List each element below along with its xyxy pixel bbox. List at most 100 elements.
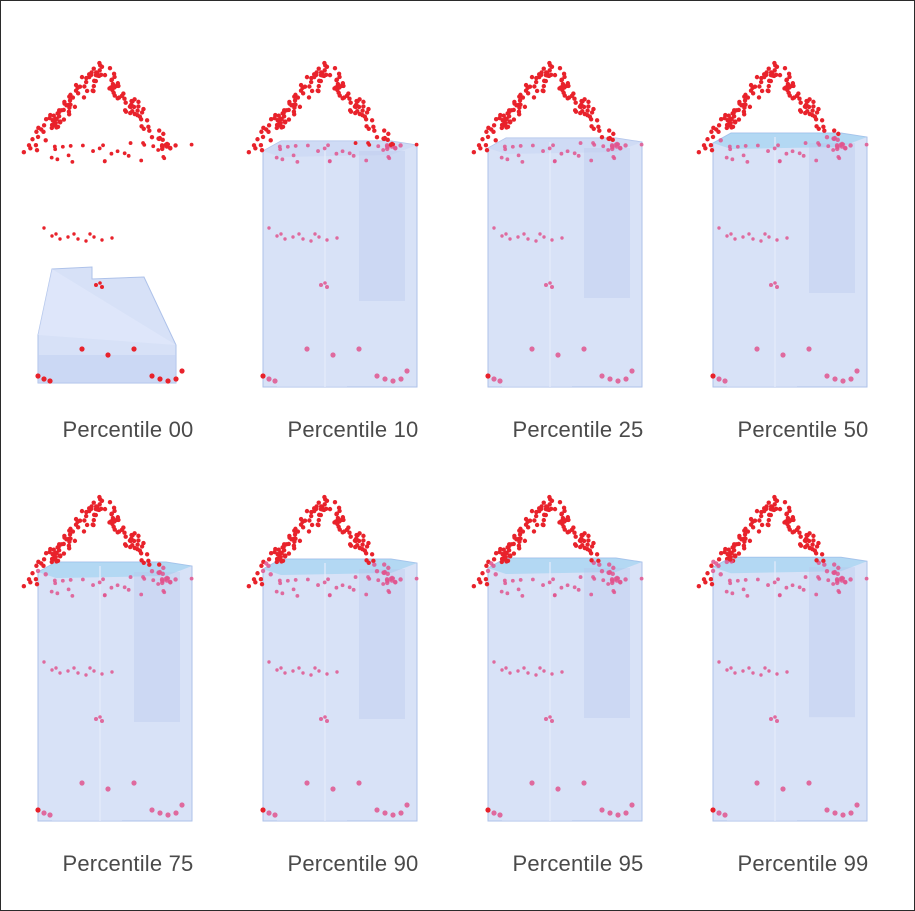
data-point xyxy=(591,575,595,579)
data-point xyxy=(61,107,66,113)
data-point xyxy=(340,530,345,535)
data-point xyxy=(709,563,714,568)
data-point xyxy=(696,583,702,589)
data-point xyxy=(264,127,269,132)
data-point xyxy=(819,118,825,123)
data-point xyxy=(814,158,819,163)
data-point xyxy=(268,551,274,556)
volume-inner-block xyxy=(502,283,572,387)
data-point xyxy=(141,575,145,579)
data-point xyxy=(548,715,552,719)
volume xyxy=(487,137,643,388)
data-point xyxy=(773,506,779,511)
data-point xyxy=(156,136,162,142)
data-point xyxy=(348,100,353,105)
data-point xyxy=(741,587,746,592)
data-point xyxy=(484,581,490,587)
data-point xyxy=(293,578,298,582)
data-point xyxy=(790,96,795,101)
data-point xyxy=(754,508,760,514)
data-point xyxy=(67,539,72,544)
data-point xyxy=(325,719,329,723)
data-point xyxy=(775,238,779,242)
data-point xyxy=(315,522,320,527)
data-point xyxy=(376,144,381,149)
data-point xyxy=(832,562,837,567)
data-point xyxy=(508,237,512,241)
data-point xyxy=(835,137,840,143)
data-point xyxy=(731,114,737,119)
data-point xyxy=(784,77,790,82)
data-point xyxy=(316,66,321,71)
data-point xyxy=(757,84,762,89)
data-point xyxy=(382,128,387,133)
data-point xyxy=(266,557,272,562)
data-point xyxy=(502,578,507,583)
data-point xyxy=(334,511,340,516)
data-point xyxy=(84,673,88,677)
data-point xyxy=(607,128,612,133)
data-point xyxy=(255,571,260,576)
data-point xyxy=(404,368,410,374)
data-point xyxy=(327,506,333,512)
data-point xyxy=(122,585,127,590)
data-point xyxy=(259,129,264,134)
data-point xyxy=(66,669,70,673)
data-point xyxy=(274,155,279,160)
data-point xyxy=(297,104,303,110)
data-point xyxy=(506,548,512,553)
data-point xyxy=(722,115,727,121)
data-point xyxy=(500,234,504,238)
data-point xyxy=(313,666,317,670)
data-point xyxy=(804,537,809,542)
data-point xyxy=(52,144,57,149)
data-point xyxy=(280,591,285,596)
data-point xyxy=(801,587,806,592)
data-point xyxy=(483,577,489,582)
data-point xyxy=(597,128,602,133)
data-point xyxy=(552,159,557,164)
data-point xyxy=(813,117,819,122)
data-point xyxy=(139,110,145,115)
data-point xyxy=(773,72,779,77)
data-point xyxy=(159,578,165,583)
data-point xyxy=(300,525,306,530)
data-point xyxy=(529,780,535,786)
data-point xyxy=(268,572,273,577)
data-point xyxy=(512,101,517,106)
data-point xyxy=(260,134,266,140)
data-point xyxy=(750,91,756,96)
data-point xyxy=(765,522,770,527)
data-point xyxy=(72,666,76,670)
data-point xyxy=(714,127,719,132)
data-point xyxy=(251,577,257,582)
data-point xyxy=(766,517,772,523)
data-point xyxy=(91,583,95,587)
data-point xyxy=(499,559,504,565)
data-point xyxy=(316,517,322,523)
data-point xyxy=(557,499,563,505)
data-point xyxy=(729,666,733,670)
data-point xyxy=(790,81,796,86)
data-point xyxy=(323,281,327,285)
data-point xyxy=(775,285,779,289)
data-point xyxy=(60,578,65,583)
data-point xyxy=(102,506,108,512)
data-point xyxy=(786,90,791,96)
data-point xyxy=(579,537,584,542)
data-point xyxy=(492,660,496,664)
data-point xyxy=(369,552,375,557)
data-point xyxy=(549,498,555,503)
data-point xyxy=(312,74,317,80)
data-point xyxy=(266,376,272,382)
data-point xyxy=(91,512,97,518)
data-point xyxy=(497,115,502,121)
data-point xyxy=(767,235,771,239)
data-point xyxy=(129,103,134,108)
data-point xyxy=(578,141,583,145)
panel-caption: Percentile 50 xyxy=(737,417,869,442)
data-point xyxy=(110,236,114,240)
data-point xyxy=(540,522,545,527)
data-point xyxy=(304,780,310,786)
data-point xyxy=(259,581,265,587)
